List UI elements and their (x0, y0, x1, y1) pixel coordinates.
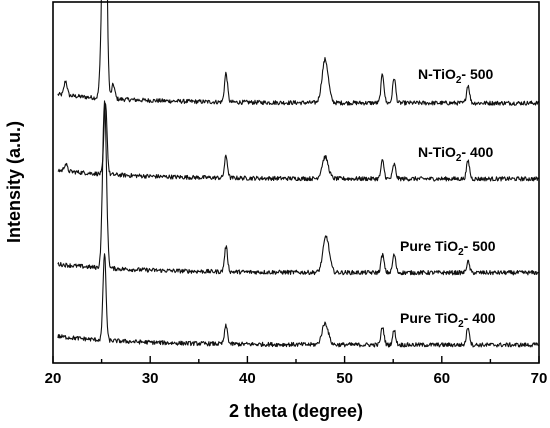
x-axis-label: 2 theta (degree) (229, 401, 363, 421)
series-label: Pure TiO2- 400 (400, 310, 496, 330)
series-label: N-TiO2- 500 (418, 66, 494, 86)
x-axis-ticks: 20 30 40 50 60 70 (45, 356, 548, 387)
x-tick-label: 30 (142, 370, 159, 387)
series-line (57, 100, 539, 276)
series-label: N-TiO2- 400 (418, 144, 494, 164)
plot-frame (52, 1, 540, 364)
x-tick-label: 20 (45, 370, 62, 387)
series-line (57, 0, 539, 106)
series-line (57, 102, 539, 182)
x-tick-label: 70 (531, 370, 548, 387)
x-tick-label: 40 (239, 370, 256, 387)
x-tick-label: 60 (433, 370, 450, 387)
traces-group (57, 0, 539, 348)
series-label: Pure TiO2- 500 (400, 238, 496, 258)
x-tick-label: 50 (336, 370, 353, 387)
series-line (57, 253, 539, 348)
y-axis-label: Intensity (a.u.) (4, 121, 24, 243)
series-labels: N-TiO2- 500 N-TiO2- 400 Pure TiO2- 500 Pure… (400, 66, 496, 330)
